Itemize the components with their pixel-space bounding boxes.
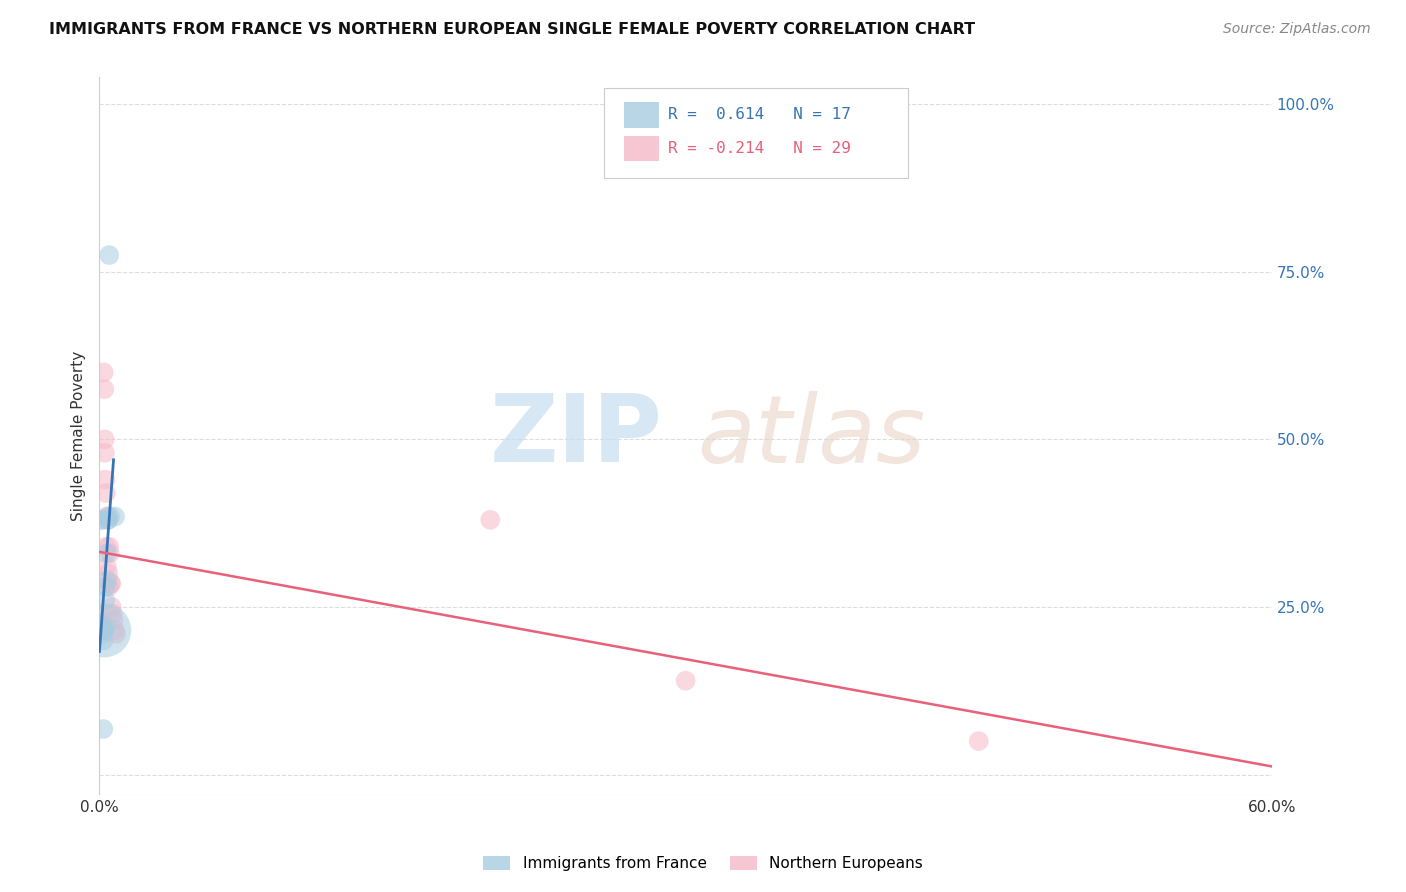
Point (97, 513, 120, 527)
Point (90, 614, 112, 628)
Point (97, 566, 120, 581)
Point (98, 509, 121, 524)
Point (104, 624, 127, 638)
Point (93, 433, 115, 447)
Point (94, 593, 117, 607)
Text: atlas: atlas (697, 391, 925, 482)
Point (98, 248, 121, 262)
Text: R =  0.614   N = 17: R = 0.614 N = 17 (668, 107, 851, 122)
Point (101, 607, 124, 621)
Point (94, 580, 117, 594)
Point (100, 576, 122, 591)
Point (967, 734, 990, 748)
Point (91, 624, 114, 638)
Point (94, 486, 117, 500)
Legend: Immigrants from France, Northern Europeans: Immigrants from France, Northern Europea… (477, 850, 929, 877)
Point (90, 616, 112, 631)
Point (98, 546, 121, 560)
Point (104, 509, 127, 524)
Point (90, 513, 112, 527)
Text: Source: ZipAtlas.com: Source: ZipAtlas.com (1223, 22, 1371, 37)
Point (94, 473, 117, 487)
Point (93, 624, 115, 638)
Text: ZIP: ZIP (489, 390, 662, 482)
Point (100, 599, 122, 614)
Point (93, 365, 115, 379)
Point (93, 624, 115, 638)
Point (93, 633, 115, 648)
Point (93, 722, 115, 736)
Point (96, 573, 118, 587)
Text: IMMIGRANTS FROM FRANCE VS NORTHERN EUROPEAN SINGLE FEMALE POVERTY CORRELATION CH: IMMIGRANTS FROM FRANCE VS NORTHERN EUROP… (49, 22, 976, 37)
Y-axis label: Single Female Poverty: Single Female Poverty (72, 351, 86, 521)
Point (97, 580, 120, 594)
Point (94, 446, 117, 460)
Point (105, 627, 128, 641)
Point (93, 627, 115, 641)
Point (100, 576, 122, 591)
Point (97, 509, 120, 524)
FancyBboxPatch shape (623, 102, 658, 128)
Point (98, 540, 121, 554)
Point (96, 546, 118, 560)
Point (97, 513, 120, 527)
Point (90, 513, 112, 527)
Point (675, 673, 697, 688)
Point (93, 382, 115, 396)
Point (103, 614, 125, 628)
Point (96, 509, 118, 524)
Point (91, 620, 114, 634)
Point (93, 624, 115, 638)
Point (96, 540, 118, 554)
FancyBboxPatch shape (603, 88, 908, 178)
FancyBboxPatch shape (623, 136, 658, 161)
Point (91, 620, 114, 634)
Point (479, 513, 502, 527)
Text: R = -0.214   N = 29: R = -0.214 N = 29 (668, 141, 851, 156)
Point (96, 559, 118, 574)
